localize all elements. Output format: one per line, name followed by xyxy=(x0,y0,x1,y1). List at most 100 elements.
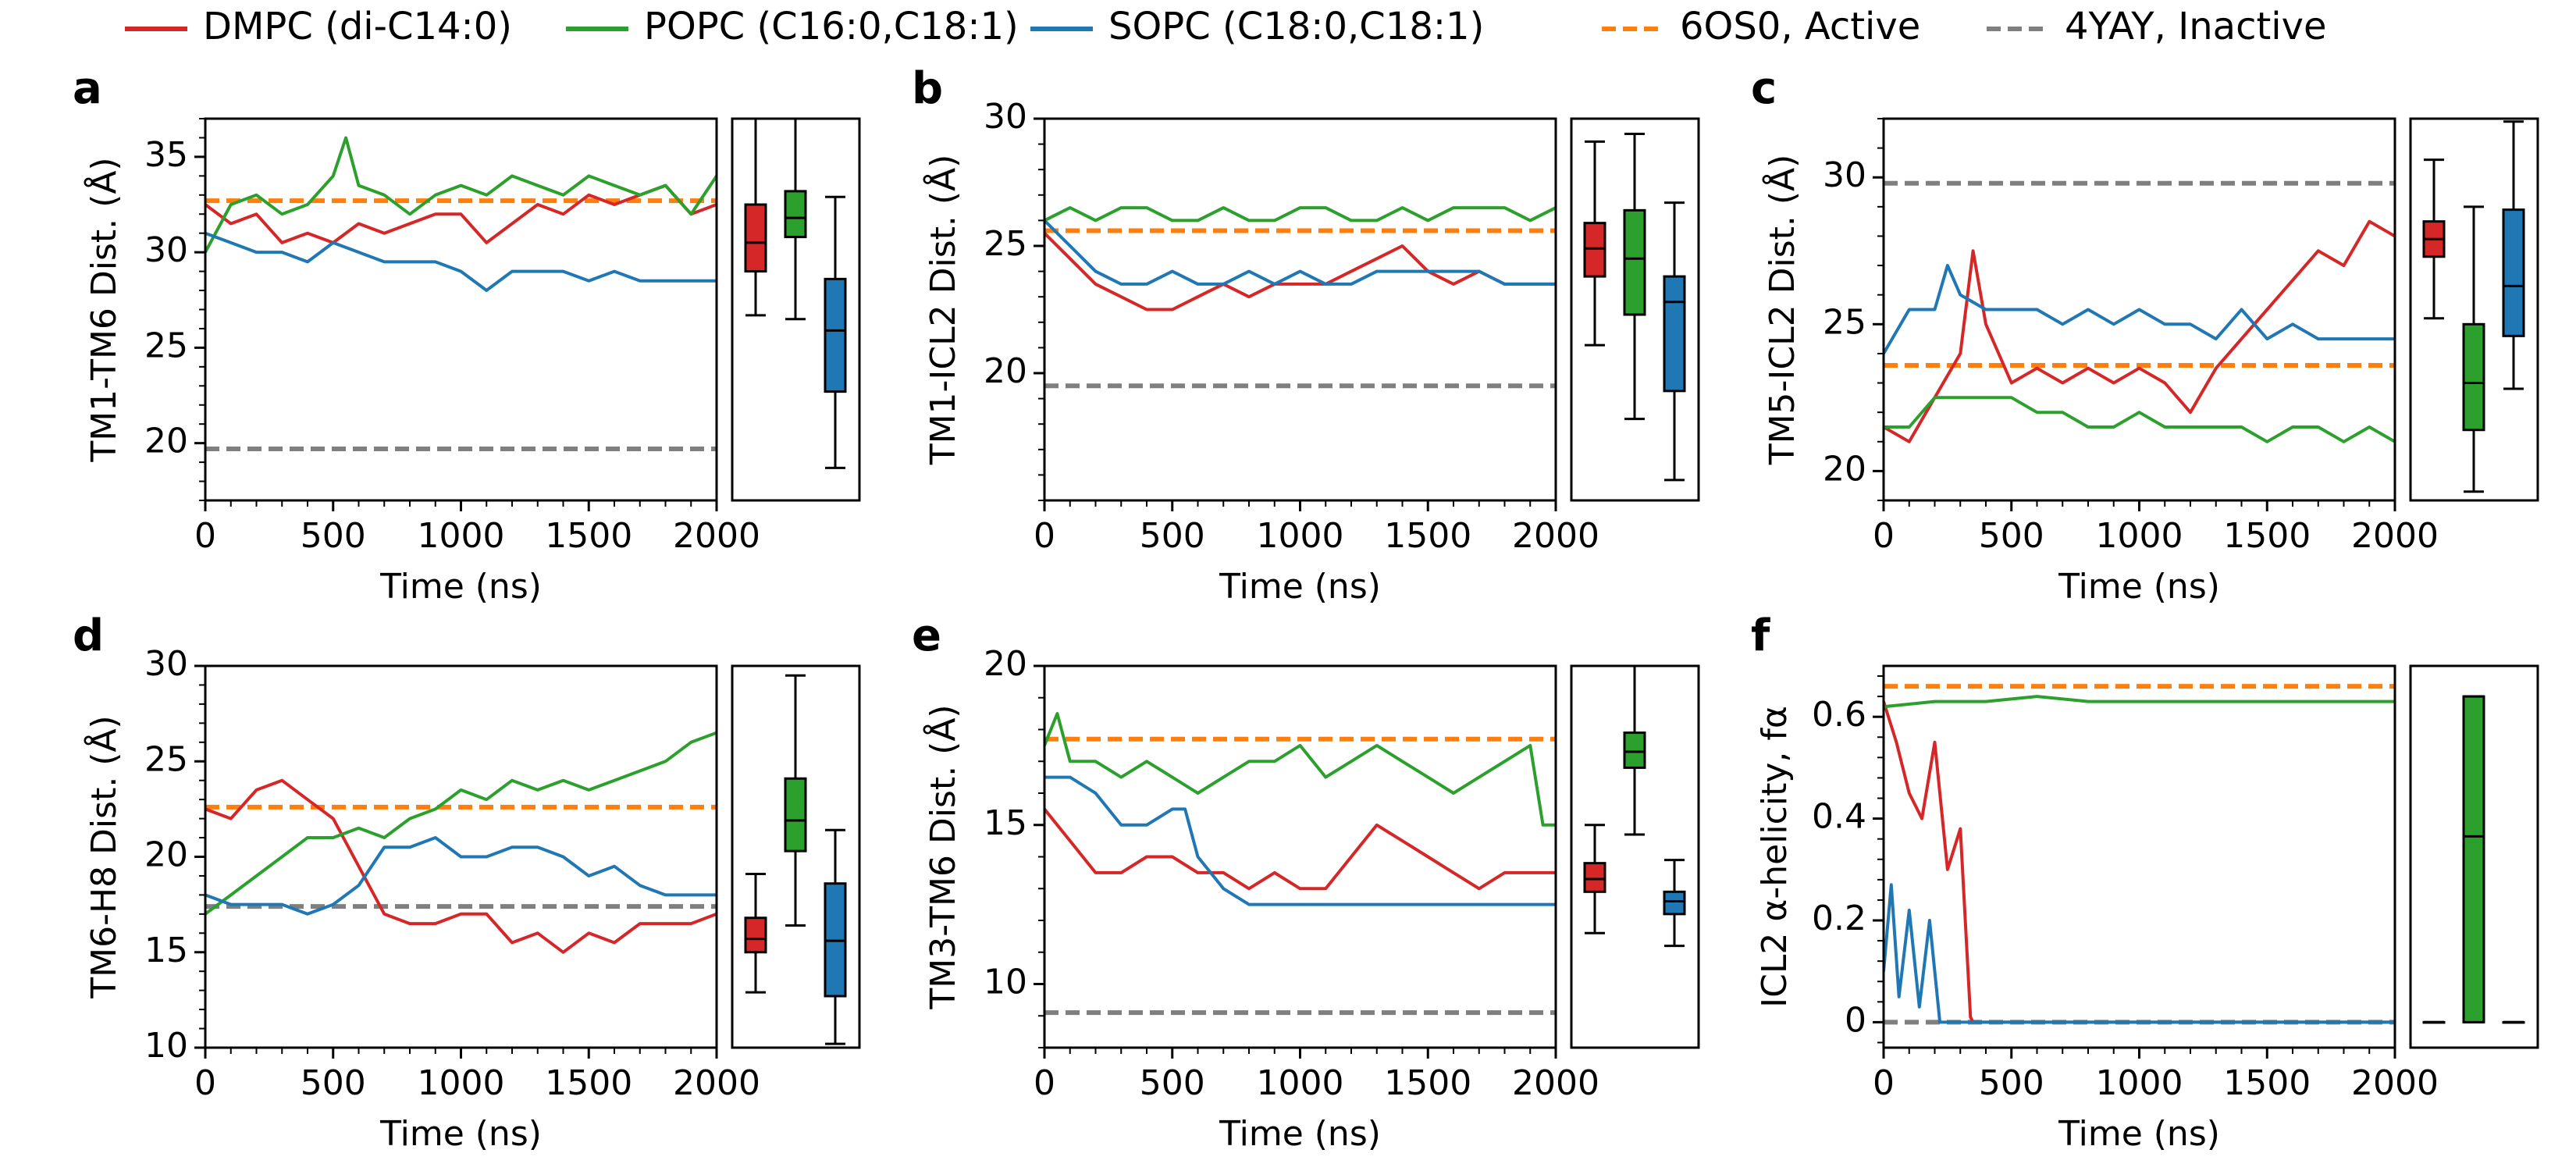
y-tick-label: 20 xyxy=(984,351,1027,391)
series-line-1 xyxy=(205,731,717,916)
x-tick-label: 0 xyxy=(1034,1063,1055,1103)
series-line-0 xyxy=(205,778,717,954)
x-tick-label: 1000 xyxy=(1257,1063,1344,1103)
y-tick-label: 20 xyxy=(144,835,188,875)
x-tick-label: 0 xyxy=(1873,1063,1895,1103)
plot-frame xyxy=(1043,664,1557,1049)
y-tick-label: 30 xyxy=(1823,155,1866,195)
boxplot-inset xyxy=(2409,117,2539,502)
panel-a: a 0 500 1000 1500 2000 20 25 30 35 Time (ns) TM1-TM… xyxy=(73,63,861,607)
panel-letter: e xyxy=(912,610,941,661)
series-line-0 xyxy=(1044,232,1556,311)
x-tick-label: 0 xyxy=(194,1063,216,1103)
box-body xyxy=(1623,731,1646,769)
series-line-2 xyxy=(205,231,717,292)
x-tick-label: 2000 xyxy=(673,516,760,556)
y-tick-label: 35 xyxy=(144,135,188,175)
y-tick-label: 0.2 xyxy=(1812,899,1866,938)
x-tick-label: 1000 xyxy=(1257,516,1344,556)
box-body xyxy=(1663,275,1686,393)
x-tick-label: 2000 xyxy=(1512,1063,1599,1103)
series-line-1 xyxy=(1884,396,2395,443)
x-tick-label: 500 xyxy=(1140,1063,1205,1103)
y-axis-label: TM1-TM6 Dist. (Å) xyxy=(83,157,124,462)
series-line-0 xyxy=(205,183,717,244)
x-tick-label: 500 xyxy=(1979,1063,2044,1103)
series-line-2 xyxy=(1044,219,1556,286)
panel-letter: c xyxy=(1751,63,1777,114)
x-tick-label: 1500 xyxy=(1384,516,1471,556)
panel-e: e 0 500 1000 1500 2000 10 15 20 Time (ns) TM3-TM6 … xyxy=(912,610,1700,1154)
x-axis-label: Time (ns) xyxy=(2058,1114,2220,1154)
x-tick-label: 2000 xyxy=(673,1063,760,1103)
x-tick-label: 1500 xyxy=(1384,1063,1471,1103)
box-body xyxy=(1663,890,1686,916)
y-axis-label: TM3-TM6 Dist. (Å) xyxy=(922,704,963,1009)
x-tick-label: 1000 xyxy=(418,1063,505,1103)
box-body xyxy=(824,277,847,393)
x-tick-label: 2000 xyxy=(1512,516,1599,556)
box-body xyxy=(1623,208,1646,316)
x-tick-label: 1500 xyxy=(545,516,632,556)
y-tick-label: 20 xyxy=(984,644,1027,684)
x-tick-label: 1500 xyxy=(545,1063,632,1103)
x-tick-label: 1000 xyxy=(2096,516,2183,556)
y-tick-label: 0.4 xyxy=(1812,797,1866,837)
x-tick-label: 500 xyxy=(1979,516,2044,556)
boxplot-inset xyxy=(731,664,861,1049)
x-tick-label: 0 xyxy=(194,516,216,556)
y-tick-label: 25 xyxy=(144,739,188,779)
y-tick-label: 15 xyxy=(984,803,1027,843)
legend: DMPC (di-C14:0) POPC (C16:0,C18:1) SOPC (C… xyxy=(125,5,2327,48)
x-tick-label: 0 xyxy=(1873,516,1895,556)
series-line-1 xyxy=(205,136,717,254)
panel-c: c 0 500 1000 1500 2000 20 25 30 Time (ns) TM5-ICL2… xyxy=(1751,63,2539,607)
x-tick-label: 1000 xyxy=(418,516,505,556)
series-line-0 xyxy=(1044,808,1556,891)
x-axis-label: Time (ns) xyxy=(2058,567,2220,607)
y-axis-label: TM1-ICL2 Dist. (Å) xyxy=(922,155,963,466)
box-body xyxy=(784,190,807,239)
box-body xyxy=(1583,862,1606,893)
legend-label: POPC (C16:0,C18:1) xyxy=(644,5,1019,48)
x-tick-label: 0 xyxy=(1034,516,1055,556)
y-tick-label: 15 xyxy=(144,931,188,970)
legend-label: 4YAY, Inactive xyxy=(2065,5,2327,48)
box-body xyxy=(2462,695,2485,1023)
legend-label: SOPC (C18:0,C18:1) xyxy=(1108,5,1484,48)
y-tick-label: 30 xyxy=(144,644,188,684)
y-tick-label: 25 xyxy=(1823,302,1866,342)
panel-letter: a xyxy=(73,63,102,114)
boxplot-inset xyxy=(2409,664,2539,1049)
y-tick-label: 25 xyxy=(984,224,1027,264)
plot-frame xyxy=(1043,117,1557,502)
x-tick-label: 500 xyxy=(1140,516,1205,556)
series-line-1 xyxy=(1044,206,1556,222)
box-body xyxy=(784,777,807,852)
x-tick-label: 500 xyxy=(301,516,366,556)
series-line-2 xyxy=(1884,264,2395,354)
legend-label: 6OS0, Active xyxy=(1680,5,1920,48)
series-line-1 xyxy=(1044,712,1556,827)
x-axis-label: Time (ns) xyxy=(1219,567,1381,607)
box-body xyxy=(1583,222,1606,278)
y-axis-label: ICL2 α-helicity, fα xyxy=(1755,706,1795,1008)
series-line-0 xyxy=(1884,701,2395,1024)
plot-frame xyxy=(204,117,718,502)
y-axis-label: TM5-ICL2 Dist. (Å) xyxy=(1761,155,1802,466)
legend-label: DMPC (di-C14:0) xyxy=(203,5,512,48)
y-tick-label: 0.6 xyxy=(1812,695,1866,735)
y-tick-label: 30 xyxy=(144,230,188,270)
x-tick-label: 1500 xyxy=(2223,1063,2311,1103)
x-tick-label: 500 xyxy=(301,1063,366,1103)
series-line-2 xyxy=(1044,775,1556,906)
y-axis-label: TM6-H8 Dist. (Å) xyxy=(83,715,124,998)
boxplot-inset xyxy=(1570,664,1700,1049)
panel-letter: f xyxy=(1751,610,1770,661)
x-axis-label: Time (ns) xyxy=(379,1114,542,1154)
boxplot-inset xyxy=(731,117,861,502)
y-tick-label: 30 xyxy=(984,97,1027,137)
x-tick-label: 1000 xyxy=(2096,1063,2183,1103)
panel-letter: d xyxy=(73,610,104,661)
